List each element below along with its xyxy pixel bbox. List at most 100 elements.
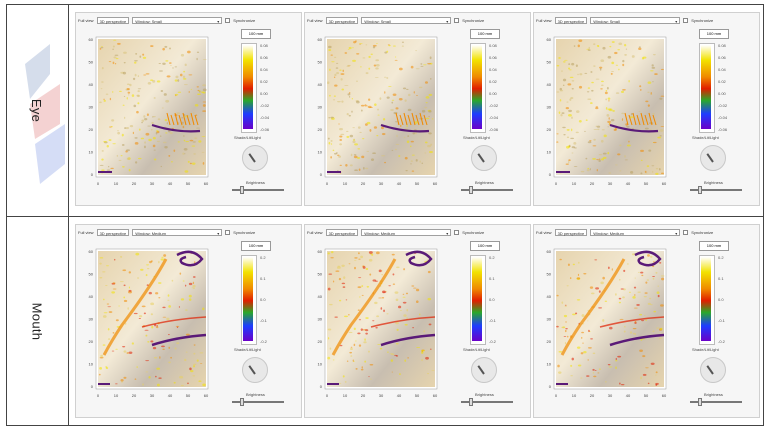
window-select[interactable]: Window: Small ▾ <box>590 16 681 24</box>
x-tick-label: 30 <box>150 181 155 186</box>
viewer-panel: Full view 3D perspective Window: Small ▾ Syn… <box>75 12 302 206</box>
brightness-slider-thumb[interactable] <box>469 398 474 406</box>
viewer-panel: Full view 3D perspective Window: Small ▾ Syn… <box>304 12 531 206</box>
y-tick-label: 50 <box>89 60 94 65</box>
light-direction-knob[interactable] <box>700 357 726 383</box>
colorbar-tick-label: 0.08 <box>260 43 268 48</box>
knob-needle-icon <box>477 153 485 163</box>
brightness-slider[interactable] <box>232 186 284 194</box>
synchronize-checkbox[interactable] <box>225 17 231 23</box>
brightness-slider[interactable] <box>232 398 284 406</box>
x-tick-label: 0 <box>326 393 329 398</box>
watermark-logo <box>25 44 65 184</box>
brightness-slider-thumb[interactable] <box>698 186 703 194</box>
synchronize-checkbox[interactable] <box>683 229 689 235</box>
window-select[interactable]: Window: Small ▾ <box>361 16 452 24</box>
colorbar-tick-label: -0.04 <box>260 115 270 120</box>
colorbar-tick-label: 0.1 <box>718 276 724 281</box>
y-tick-label: 60 <box>547 249 552 254</box>
skin-surface-image <box>327 39 435 175</box>
y-tick-label: 50 <box>318 272 323 277</box>
y-tick-label: 20 <box>547 127 552 132</box>
top-rule <box>6 4 764 5</box>
brightness-slider-thumb[interactable] <box>240 398 245 406</box>
colorbar-tick-label: 0.0 <box>489 297 495 302</box>
surface-plot[interactable]: 60 50 40 30 20 10 00 10 20 30 40 50 60 <box>82 245 212 405</box>
surface-plot[interactable]: 60 50 40 30 20 10 00 10 20 30 40 50 60 <box>311 33 441 193</box>
colorbar-tick-label: -0.2 <box>718 339 725 344</box>
unit-field[interactable]: 100 mm <box>241 29 271 39</box>
light-direction-knob[interactable] <box>242 357 268 383</box>
chevron-down-icon: ▾ <box>675 18 678 24</box>
surface-plot[interactable]: 60 50 40 30 20 10 00 10 20 30 40 50 60 <box>540 245 670 405</box>
colorbar-tick-label: 0.1 <box>489 276 495 281</box>
plot-area: 60 50 40 30 20 10 0 0 10 20 30 40 50 60 <box>82 33 212 193</box>
brightness-slider-thumb[interactable] <box>240 186 245 194</box>
x-tick-label: 60 <box>662 181 667 186</box>
x-tick-label: 30 <box>379 181 384 186</box>
colorbar-tick-label: 0.04 <box>718 67 726 72</box>
y-tick-label: 0 <box>549 384 552 389</box>
surface-plot[interactable]: 60 50 40 30 20 10 00 10 20 30 40 50 60 <box>82 33 212 193</box>
view-mode-select[interactable]: 3D perspective <box>554 228 588 236</box>
window-select[interactable]: Window: Small ▾ <box>132 16 223 24</box>
synchronize-checkbox[interactable] <box>454 229 460 235</box>
x-tick-label: 50 <box>644 393 649 398</box>
y-tick-label: 40 <box>547 294 552 299</box>
unit-field[interactable]: 100 mm <box>241 241 271 251</box>
light-direction-knob[interactable] <box>242 145 268 171</box>
colorbar-tick-label: 0.1 <box>260 276 266 281</box>
fullview-label: Full view <box>307 229 323 235</box>
view-mode-select[interactable]: 3D perspective <box>96 16 130 24</box>
x-tick-label: 60 <box>204 181 209 186</box>
light-direction-knob[interactable] <box>471 145 497 171</box>
synchronize-checkbox[interactable] <box>225 229 231 235</box>
window-select-value: Window: Small <box>593 18 620 24</box>
y-tick-label: 20 <box>318 339 323 344</box>
nostril-contour <box>405 250 433 267</box>
x-tick-label: 40 <box>168 393 173 398</box>
synchronize-label: Synchronize <box>233 229 256 235</box>
unit-field[interactable]: 100 mm <box>470 241 500 251</box>
colorbar-tick-label: 0.02 <box>489 79 497 84</box>
unit-field[interactable]: 100 mm <box>699 241 729 251</box>
synchronize-checkbox[interactable] <box>454 17 460 23</box>
x-tick-label: 50 <box>644 181 649 186</box>
x-tick-label: 40 <box>397 393 402 398</box>
lip-contour <box>380 333 436 347</box>
x-tick-label: 40 <box>397 181 402 186</box>
window-select[interactable]: Window: Medium ▾ <box>361 228 452 236</box>
unit-field[interactable]: 100 mm <box>699 29 729 39</box>
skin-surface-image <box>98 39 206 175</box>
viewer-toolbar: Full view 3D perspective Window: Small ▾ Syn… <box>536 15 757 25</box>
colorbar-gradient <box>243 257 253 341</box>
light-direction-knob[interactable] <box>700 145 726 171</box>
x-tick-label: 0 <box>97 393 100 398</box>
brightness-slider-thumb[interactable] <box>698 398 703 406</box>
view-mode-select[interactable]: 3D perspective <box>325 16 359 24</box>
view-mode-select[interactable]: 3D perspective <box>96 228 130 236</box>
side-controls: 100 mm 0.08 0.06 0.04 0.02 0.00 -0.02 -0.04 -0.0… <box>216 27 296 205</box>
brightness-slider[interactable] <box>461 186 513 194</box>
eyelid-contour <box>380 123 430 133</box>
synchronize-checkbox[interactable] <box>683 17 689 23</box>
unit-field[interactable]: 100 mm <box>470 29 500 39</box>
brightness-slider-thumb[interactable] <box>469 186 474 194</box>
colorbar-tick-label: -0.04 <box>718 115 728 120</box>
surface-plot[interactable]: 60 50 40 30 20 10 00 10 20 30 40 50 60 <box>540 33 670 193</box>
view-mode-select[interactable]: 3D perspective <box>554 16 588 24</box>
light-direction-knob[interactable] <box>471 357 497 383</box>
surface-plot[interactable]: 60 50 40 30 20 10 00 10 20 30 40 50 60 <box>311 245 441 405</box>
x-tick-label: 30 <box>379 393 384 398</box>
fullview-label: Full view <box>78 17 94 23</box>
window-select[interactable]: Window: Medium ▾ <box>590 228 681 236</box>
window-select[interactable]: Window: Medium ▾ <box>132 228 223 236</box>
x-tick-label: 60 <box>662 393 667 398</box>
brightness-slider[interactable] <box>690 398 742 406</box>
colorbar-tick-label: 0.04 <box>260 67 268 72</box>
view-mode-select[interactable]: 3D perspective <box>325 228 359 236</box>
brightness-slider[interactable] <box>690 186 742 194</box>
knob-needle-icon <box>248 153 256 163</box>
brightness-slider[interactable] <box>461 398 513 406</box>
eyelid-contour <box>151 123 201 133</box>
